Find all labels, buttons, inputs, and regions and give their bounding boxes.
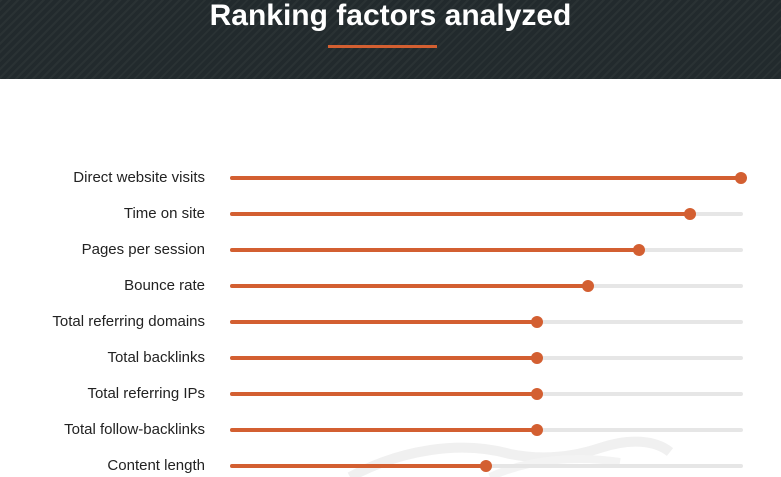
factor-marker [479, 460, 492, 472]
factor-label: Total backlinks [107, 349, 205, 366]
factor-label: Content length [107, 457, 205, 474]
factor-bar [230, 284, 588, 288]
factor-bar [230, 392, 537, 396]
factor-label: Total follow-backlinks [64, 421, 205, 438]
watermark-logo-icon [347, 436, 674, 477]
factor-bar [230, 320, 537, 324]
factor-marker [530, 388, 543, 400]
factor-marker [683, 208, 696, 220]
factor-marker [632, 244, 645, 256]
factor-bar [230, 356, 537, 360]
factor-marker [581, 280, 594, 292]
factor-label: Total referring IPs [87, 385, 205, 402]
factor-bar [230, 464, 486, 468]
title-underline [328, 45, 437, 48]
factor-marker [735, 172, 747, 184]
factor-marker [530, 316, 543, 328]
factor-label: Direct website visits [73, 169, 205, 186]
factor-marker [530, 352, 543, 364]
page-title: Ranking factors analyzed [209, 0, 572, 32]
factor-bar [230, 176, 741, 180]
factor-marker [530, 424, 543, 436]
factor-bar [230, 212, 690, 216]
header-banner: Ranking factors analyzed [0, 0, 781, 79]
factor-label: Bounce rate [124, 277, 205, 294]
factor-label: Total referring domains [52, 313, 205, 330]
factor-bar [230, 428, 537, 432]
factor-bar [230, 248, 639, 252]
factor-label: Pages per session [81, 241, 205, 258]
factor-label: Time on site [123, 205, 205, 222]
